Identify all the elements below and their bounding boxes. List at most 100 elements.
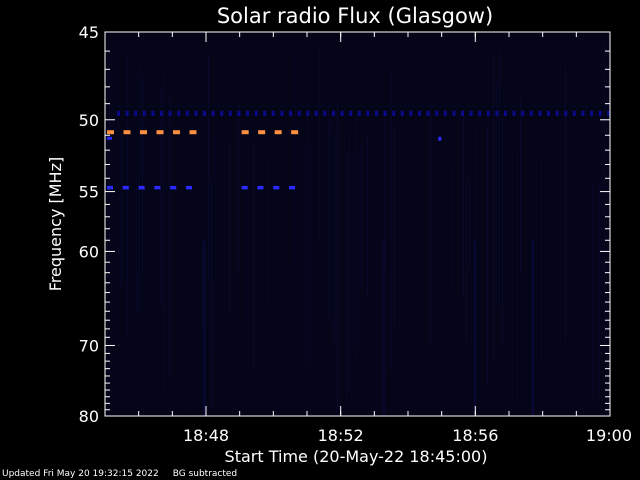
emission-dash: [241, 185, 248, 190]
emission-dot: [495, 110, 499, 116]
emission-dot: [435, 110, 439, 116]
y-tick-label: 55: [79, 183, 99, 202]
axes: 45 50 55 60 70 80 18:48 18:52 18:56 19:00: [79, 23, 632, 445]
emission-dot: [555, 110, 559, 116]
noise-streak: [346, 152, 347, 405]
noise-streak: [208, 52, 209, 284]
emission-dash: [107, 185, 113, 190]
emission-dot: [142, 110, 146, 116]
emission-dot: [443, 110, 447, 116]
emission-dot: [607, 110, 611, 116]
noise-streak: [202, 101, 203, 328]
y-axis-label: Frequency [MHz]: [46, 157, 65, 291]
noise-streak: [502, 112, 503, 345]
emission-dash: [122, 185, 129, 190]
noise-streak: [211, 180, 212, 408]
emission-dot: [314, 110, 318, 116]
emission-dot: [271, 110, 275, 116]
emission-dash: [291, 130, 299, 135]
noise-streak: [517, 147, 518, 406]
emission-dash: [186, 185, 192, 190]
emission-dash: [154, 185, 161, 190]
noise-streak: [469, 95, 470, 270]
noise-streak: [259, 57, 260, 244]
y-tick-label: 80: [79, 407, 99, 426]
emission-dot: [228, 110, 232, 116]
x-axis-label: Start Time (20-May-22 18:45:00): [225, 447, 488, 466]
footer: Updated Fri May 20 19:32:15 2022 BG subtr…: [2, 469, 251, 479]
emission-dash: [123, 130, 131, 135]
emission-dot: [375, 110, 378, 116]
noise-streak: [361, 142, 362, 287]
emission-dash: [273, 185, 280, 190]
noise-streak: [496, 83, 497, 306]
emission-dash: [107, 130, 114, 135]
emission-dot: [409, 110, 413, 116]
noise-streak: [127, 56, 128, 337]
emission-dash: [258, 130, 266, 135]
noise-band: [473, 240, 476, 416]
noise-streak: [307, 101, 308, 375]
y-tick-label: 60: [79, 242, 99, 261]
noise-streak: [475, 122, 476, 411]
emission-spot: [438, 136, 442, 141]
noise-streak: [310, 142, 311, 367]
noise-streak: [142, 75, 143, 275]
emission-dot: [366, 110, 370, 116]
noise-streak: [520, 99, 521, 272]
noise-streak: [160, 86, 161, 309]
emission-spot: [107, 136, 112, 140]
emission-dot: [134, 110, 138, 116]
emission-dot: [486, 110, 490, 116]
noise-streak: [367, 133, 368, 297]
emission-dot: [426, 110, 430, 116]
emission-dot: [349, 110, 353, 116]
noise-streak: [214, 130, 215, 353]
noise-streak: [349, 129, 350, 392]
emission-dot: [512, 110, 516, 116]
noise-band: [382, 240, 385, 416]
noise-streak: [163, 68, 164, 396]
noise-streak: [586, 47, 587, 248]
emission-dash: [274, 130, 282, 135]
emission-dot: [392, 110, 396, 116]
noise-streak: [592, 179, 593, 402]
emission-dot: [160, 110, 163, 116]
emission-dash: [170, 185, 177, 190]
noise-streak: [451, 162, 452, 294]
noise-streak: [541, 157, 542, 367]
emission-dot: [254, 110, 258, 116]
emission-dot: [461, 110, 464, 116]
bg-note: BG subtracted: [172, 469, 238, 479]
emission-dot: [332, 110, 335, 116]
noise-streak: [391, 67, 392, 371]
plot-frame: [104, 31, 611, 417]
emission-dash: [140, 130, 147, 135]
emission-dot: [323, 110, 327, 116]
emission-dash: [138, 185, 145, 190]
noise-streak: [385, 111, 386, 269]
emission-dash: [241, 130, 249, 135]
noise-streak: [247, 169, 248, 326]
noise-streak: [292, 52, 293, 265]
emission-dot: [564, 110, 568, 116]
emission-dot: [418, 110, 421, 116]
x-tick-label: 18:56: [452, 426, 498, 445]
emission-dot: [538, 110, 542, 116]
x-tick-label: 18:52: [318, 426, 364, 445]
y-tick-label: 70: [79, 336, 99, 355]
noise-streak: [169, 93, 170, 378]
emission-dash: [189, 130, 197, 135]
noise-streak: [229, 145, 230, 317]
noise-streak: [328, 99, 329, 318]
noise-streak: [601, 172, 602, 297]
emission-dot: [521, 110, 525, 116]
noise-streak: [319, 44, 320, 244]
emission-dot: [125, 110, 129, 116]
emission-dot: [572, 110, 576, 116]
noise-streak: [190, 131, 191, 410]
noise-streak: [499, 51, 500, 305]
noise-streak: [136, 180, 137, 313]
noise-streak: [337, 102, 338, 411]
noise-streak: [598, 184, 599, 399]
